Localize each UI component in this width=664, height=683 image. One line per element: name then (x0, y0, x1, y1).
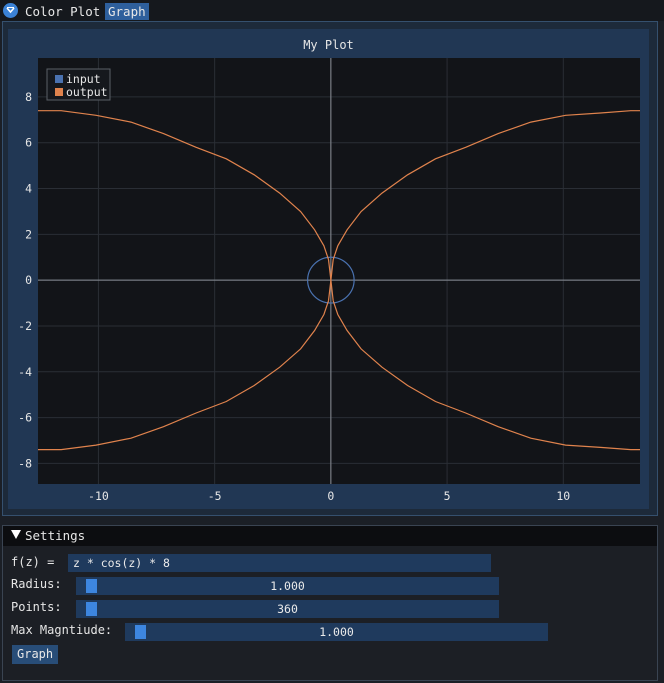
y-tick-label: 8 (25, 90, 32, 104)
plot-grid (38, 58, 640, 484)
max-magnitude-slider-grab[interactable] (135, 625, 147, 639)
tab-color-plot[interactable]: Color Plot (25, 4, 101, 19)
tick-labels: -10 -5 0 5 10 -8 -6 -4 -2 0 2 4 6 8 (18, 90, 570, 503)
plot-title: My Plot (303, 38, 354, 52)
y-tick-label: 4 (25, 182, 32, 196)
series-input-circle (307, 256, 355, 304)
x-tick-label: 5 (444, 489, 451, 503)
y-tick-label: -2 (18, 319, 32, 333)
radius-value: 1.000 (270, 579, 305, 593)
plot-frame[interactable]: My Plot -10 -5 0 5 10 -8 -6 -4 -2 0 2 4 6 8 input out… (8, 29, 649, 509)
series-output-branch-2 (332, 300, 640, 451)
legend-label-input: input (66, 72, 101, 86)
x-tick-label: 10 (556, 489, 570, 503)
legend-label-output: output (66, 85, 108, 99)
menu-bar: Color Plot Graph (0, 0, 664, 21)
plot-area (38, 58, 640, 484)
tab-graph[interactable]: Graph (105, 3, 149, 20)
y-tick-label: -8 (18, 456, 32, 470)
settings-title: Settings (25, 528, 86, 543)
plot-canvas[interactable]: -10 -5 0 5 10 -8 -6 -4 -2 0 2 4 6 8 input output (8, 29, 649, 509)
fz-input[interactable]: z * cos(z) * 8 (68, 554, 491, 572)
max-magnitude-slider[interactable]: 1.000 (125, 623, 548, 641)
settings-window: Settings f(z) = z * cos(z) * 8 Radius: 1… (2, 525, 658, 681)
graph-window: My Plot -10 -5 0 5 10 -8 -6 -4 -2 0 2 4 6 8 input out… (2, 21, 658, 516)
legend-swatch-input (55, 75, 63, 83)
window-menu-button[interactable] (3, 3, 18, 18)
series-output-branch-1 (38, 110, 330, 260)
graph-button[interactable]: Graph (12, 645, 59, 664)
x-tick-label: 0 (327, 489, 334, 503)
plot-axes (38, 58, 640, 484)
plot-legend[interactable]: input output (46, 68, 111, 101)
series-output-branch-3 (38, 300, 330, 451)
max-magnitude-value: 1.000 (319, 625, 354, 639)
y-tick-label: 6 (25, 136, 32, 150)
y-tick-label: 0 (25, 273, 32, 287)
points-value: 360 (277, 602, 298, 616)
radius-slider[interactable]: 1.000 (76, 577, 499, 595)
y-tick-label: -6 (18, 411, 32, 425)
fz-label: f(z) = (11, 555, 55, 569)
max-magnitude-label: Max Magntiude: (11, 623, 113, 637)
plot-curves (38, 110, 640, 451)
settings-header[interactable]: Settings (3, 526, 657, 546)
radius-label: Radius: (11, 577, 62, 591)
points-label: Points: (11, 600, 62, 614)
collapse-triangle-icon[interactable] (11, 530, 21, 539)
series-output-branch-0 (332, 110, 640, 260)
points-slider[interactable]: 360 (76, 600, 499, 618)
legend-swatch-output (55, 88, 63, 96)
radius-slider-grab[interactable] (86, 579, 98, 593)
chevron-down-icon (6, 7, 15, 14)
fz-input-value: z * cos(z) * 8 (73, 556, 170, 570)
y-tick-label: -4 (18, 365, 32, 379)
x-tick-label: -5 (208, 489, 222, 503)
series-output-branch-5 (327, 259, 332, 301)
points-slider-grab[interactable] (86, 602, 98, 616)
y-tick-label: 2 (25, 227, 32, 241)
x-tick-label: -10 (88, 489, 109, 503)
